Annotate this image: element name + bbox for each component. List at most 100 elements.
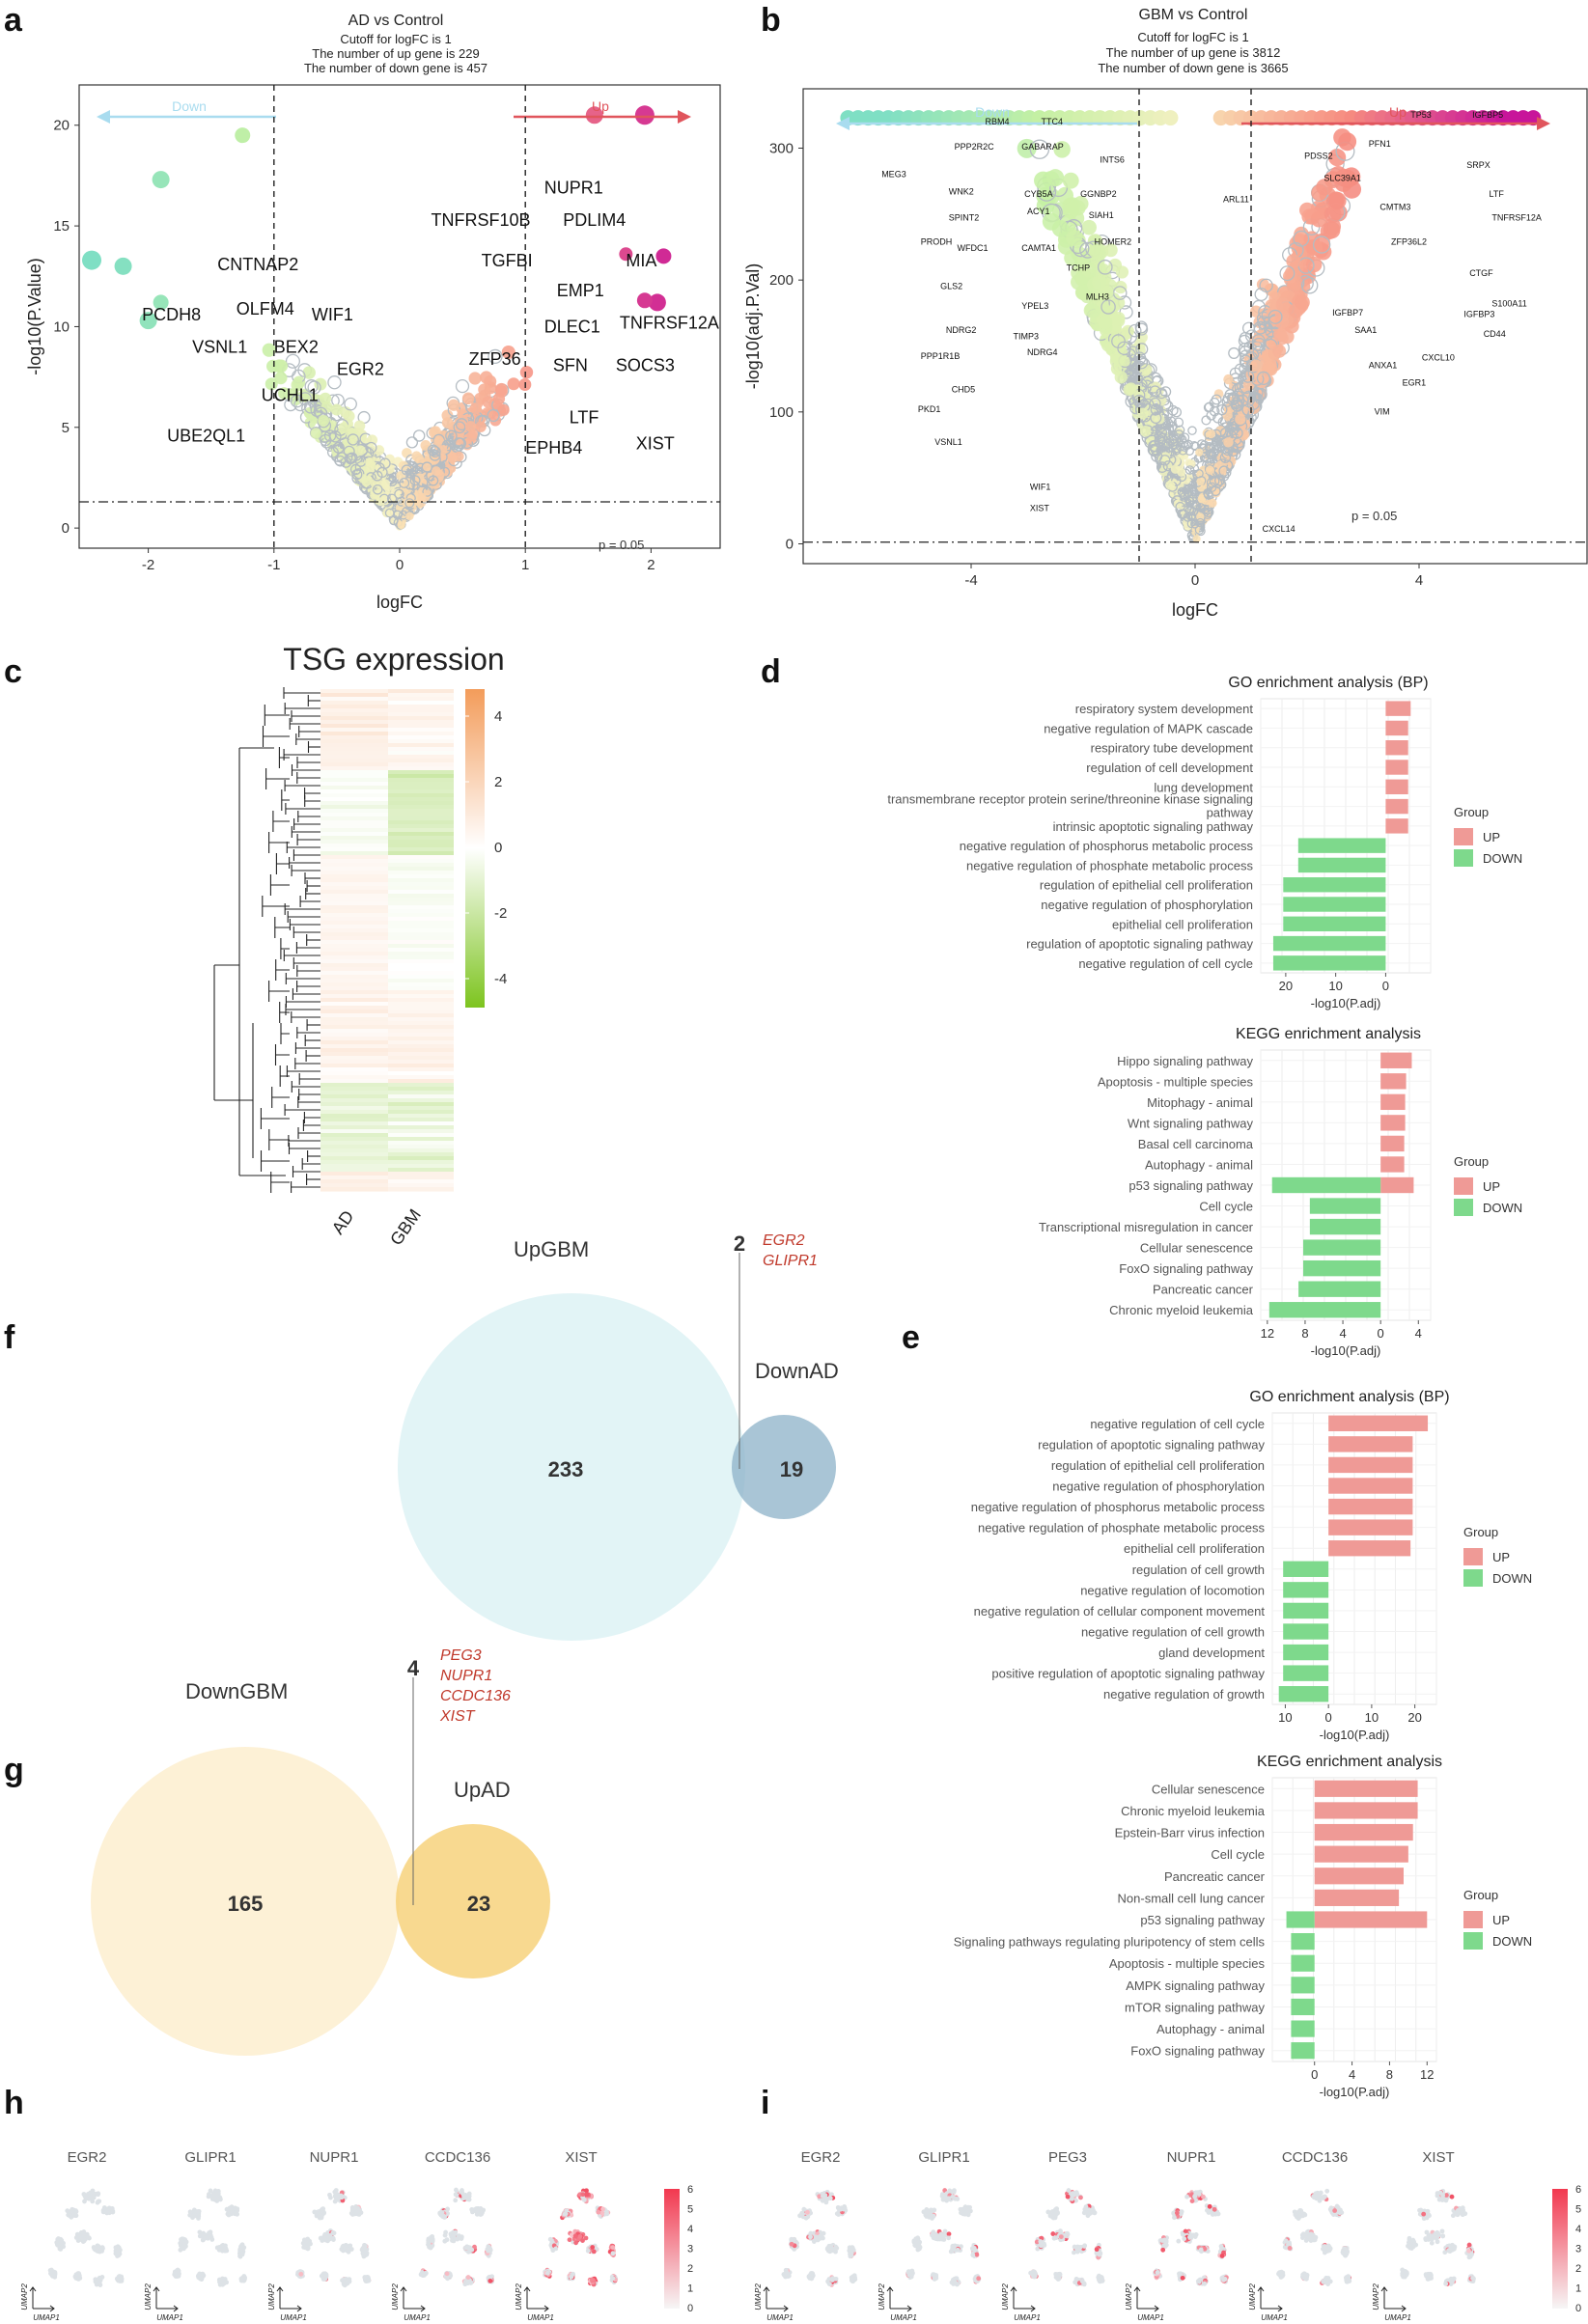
volcano-b-gene-label: CTGF [1469,268,1493,278]
enrich-xtick-label: 0 [1325,1710,1332,1725]
heatmap-dendrogram-branch [280,1023,290,1044]
venn-f: UpGBM DownAD 233 19 2 EGR2 GLIPR1 [398,1231,839,1641]
panel-label-a: a [4,2,23,39]
volcano-b-points [840,110,1542,543]
venn-f-gene-egr2: EGR2 [763,1232,805,1249]
enrich-term-label: regulation of apoptotic signaling pathwa… [1038,1437,1265,1452]
umap-axis-arrows [153,2286,179,2312]
enrich-bar-down [1272,935,1386,952]
heatmap-cell-gbm [388,840,454,844]
heatmap-cell-gbm [388,1087,454,1092]
venn-f-right-label: DownAD [755,1359,839,1383]
heatmap-cell-ad [320,1141,388,1146]
heatmap-cell-gbm [388,1137,454,1142]
heatmap-cell-gbm [388,1002,454,1007]
umap-cell-point [437,2211,443,2217]
enrich-xtick-label: 8 [1301,1326,1308,1341]
enrich-e-go: GO enrichment analysis (BP)negative regu… [971,1389,1532,1742]
volcano-b-point [1208,498,1217,509]
heatmap-cell-ad [320,712,388,717]
enrich-bar-down [1283,1561,1329,1577]
enrich-bar-down [1291,2042,1315,2060]
heatmap-cell-ad [320,751,388,756]
umap-cell-point [117,2276,123,2282]
volcano-a-point [397,521,405,530]
umap-cell-point [214,2195,220,2200]
umap-cell-point [207,2233,212,2239]
heatmap-cell-gbm [388,828,454,833]
heatmap-cell-ad [320,1091,388,1095]
heatmap-cell-gbm [388,1083,454,1088]
umap-axis1-label: UMAP1 [156,2313,183,2322]
volcano-a-gene-label: MIA [626,251,656,270]
volcano-b-xlabel: logFC [1172,600,1218,620]
volcano-a-point [114,257,132,275]
volcano-b-gene-label: PFN1 [1369,139,1391,149]
heatmap-cell-ad [320,944,388,949]
volcano-a-point [429,446,441,458]
heatmap-cell-gbm [388,801,454,806]
heatmap-cell-gbm [388,1156,454,1161]
heatmap-cell-gbm [388,971,454,976]
heatmap-cell-gbm [388,705,454,709]
heatmap-dendrogram-branch [270,1172,290,1193]
heatmap-cell-gbm [388,716,454,721]
volcano-a-point [519,366,534,379]
volcano-a-gene-label: BEX2 [274,338,319,357]
enrich-xtick-label: 0 [1382,979,1389,993]
enrich-bar-down [1283,1665,1329,1681]
heatmap-cell-gbm [388,990,454,995]
volcano-a-point [384,508,395,518]
umap-cell-point [187,2209,193,2215]
heatmap-col-gbm: GBM [386,1205,425,1249]
volcano-a-point [386,493,398,504]
volcano-a-point [501,345,515,360]
enrich-term-label: regulation of epithelial cell proliferat… [1051,1458,1265,1473]
heatmap-cell-ad [320,701,388,706]
volcano-b-point [1123,383,1136,397]
heatmap-cell-ad [320,886,388,891]
umap-cell-point [320,2238,325,2243]
heatmap-cell-gbm [388,782,454,787]
heatmap-cell-gbm [388,1006,454,1010]
volcano-b-gene-label: YPEL3 [1021,301,1048,311]
umap-cell-point [86,2235,92,2240]
enrich-term-label: Apoptosis - multiple species [1098,1074,1254,1089]
volcano-a-gene-label: PDLIM4 [563,210,626,230]
umap-cell-point [320,2274,326,2280]
umap-cell-point [457,2233,461,2239]
heatmap-cell-ad [320,766,388,771]
volcano-a-point [365,441,377,454]
enrich-bar-up [1385,779,1408,794]
volcano-b-point [1316,179,1333,196]
heatmap-cell-gbm [388,824,454,829]
volcano-b-gene-label: TNFRSF12A [1491,213,1542,223]
volcano-a-point [488,348,503,365]
heatmap-dendrogram [213,687,320,1193]
venn-f-overlap-count: 2 [734,1231,745,1256]
heatmap-cell-ad [320,1106,388,1111]
enrich-bar-up [1385,760,1408,775]
heatmap-cell-gbm [388,697,454,702]
volcano-a-gene-label: LTF [570,408,599,428]
enrich-legend-up-label: UP [1492,1550,1510,1564]
enrich-xtick-label: 0 [1378,1326,1384,1341]
volcano-a-point [399,478,410,488]
volcano-a-gene-label: SOCS3 [616,355,675,374]
umap-cell-point [486,2248,491,2254]
volcano-b-gene-label: HOMER2 [1095,236,1132,246]
volcano-b-gene-label: GGNBP2 [1080,189,1117,199]
enrich-term-label: negative regulation of phosphate metabol… [966,858,1254,872]
enrich-term-label: intrinsic apoptotic signaling pathway [1053,819,1254,834]
umap-cell-point [219,2247,225,2253]
heatmap-cell-gbm [388,778,454,783]
enrich-term-label: Cellular senescence [1140,1241,1253,1256]
volcano-a-ytick-label: 20 [53,118,70,134]
volcano-a-point [422,486,432,497]
umap-cell-point [443,2229,449,2235]
enrich-term-label: AMPK signaling pathway [1126,1978,1265,1993]
enrich-xtick-label: 0 [1311,2067,1318,2082]
umap-cell-point [82,2199,87,2204]
volcano-a-point [619,247,633,262]
